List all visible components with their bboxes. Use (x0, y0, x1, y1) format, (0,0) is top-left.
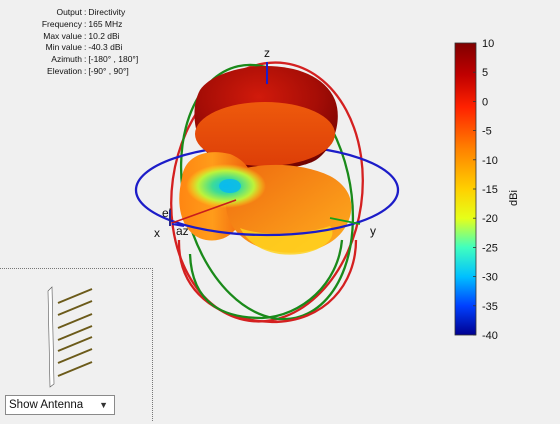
chevron-down-icon: ▼ (99, 400, 108, 410)
colorbar-tick-label: -25 (482, 242, 498, 254)
info-row-min-value: Min value: -40.3 dBi (45, 42, 123, 53)
colorbar: 10 5 0 -5 -10 -15 -20 -25 -30 -35 -40 dBi (454, 38, 520, 342)
z-axis-label: z (264, 46, 270, 60)
info-row-output: Output: Directivity (56, 7, 126, 17)
colorbar-tick-label: 10 (482, 38, 494, 50)
z-axis-ring-front (188, 239, 344, 320)
colorbar-tick-label: -5 (482, 126, 492, 138)
show-antenna-dropdown[interactable]: Show Antenna ▼ (5, 395, 115, 415)
colorbar-tick-label: -35 (482, 301, 498, 313)
info-row-elevation: Elevation: [-90° , 90°] (47, 65, 129, 76)
x-axis-label: x (154, 226, 160, 240)
colorbar-tick-label: 5 (482, 67, 488, 79)
pattern-null-core (219, 179, 241, 193)
xy-ring-front (134, 189, 400, 237)
az-axis-label: az (176, 224, 189, 238)
colorbar-tick-label: -40 (482, 330, 498, 342)
colorbar-tick-label: 0 (482, 96, 488, 108)
pattern-info-panel: Output: Directivity Frequency:165 MHz Max… (0, 7, 230, 78)
colorbar-tick-label: -20 (482, 213, 498, 225)
dipole-array-elements (57, 288, 93, 377)
colorbar-tick-label: -10 (482, 155, 498, 167)
colorbar-unit-label: dBi (508, 190, 520, 206)
antenna-preview (47, 286, 93, 388)
x-axis-line (171, 199, 237, 224)
info-row-frequency: Frequency:165 MHz (41, 18, 123, 29)
colorbar-gradient (454, 42, 477, 336)
el-axis-label: el (162, 206, 171, 220)
x-axis-ring-front (177, 239, 358, 324)
az-marker (171, 223, 185, 227)
radiation-pattern-surface (179, 66, 352, 255)
colorbar-tick-label: -30 (482, 272, 498, 284)
y-axis-line (329, 217, 361, 225)
x-axis-ring-back (170, 61, 364, 323)
antenna-preview-panel (0, 268, 153, 421)
y-axis-label: y (370, 224, 376, 238)
dropdown-selected-value: Show Antenna (9, 399, 84, 411)
colorbar-tick-label: -15 (482, 184, 498, 196)
info-row-azimuth: Azimuth: [-180° , 180°] (51, 54, 139, 65)
upper-lobe-rim (195, 102, 335, 166)
info-row-max-value: Max value:10.2 dBi (43, 30, 120, 41)
